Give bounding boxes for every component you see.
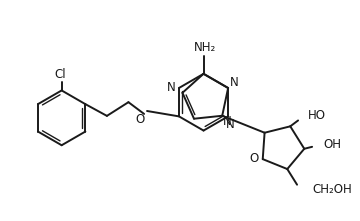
Text: NH₂: NH₂ bbox=[193, 41, 216, 54]
Text: OH: OH bbox=[324, 138, 342, 151]
Text: N: N bbox=[226, 118, 234, 131]
Text: HO: HO bbox=[308, 109, 326, 122]
Text: N: N bbox=[223, 115, 231, 128]
Text: O: O bbox=[136, 113, 145, 126]
Text: CH₂OH: CH₂OH bbox=[313, 183, 352, 196]
Text: N: N bbox=[230, 76, 238, 89]
Text: N: N bbox=[167, 80, 176, 93]
Text: O: O bbox=[249, 152, 258, 165]
Text: Cl: Cl bbox=[55, 68, 67, 81]
